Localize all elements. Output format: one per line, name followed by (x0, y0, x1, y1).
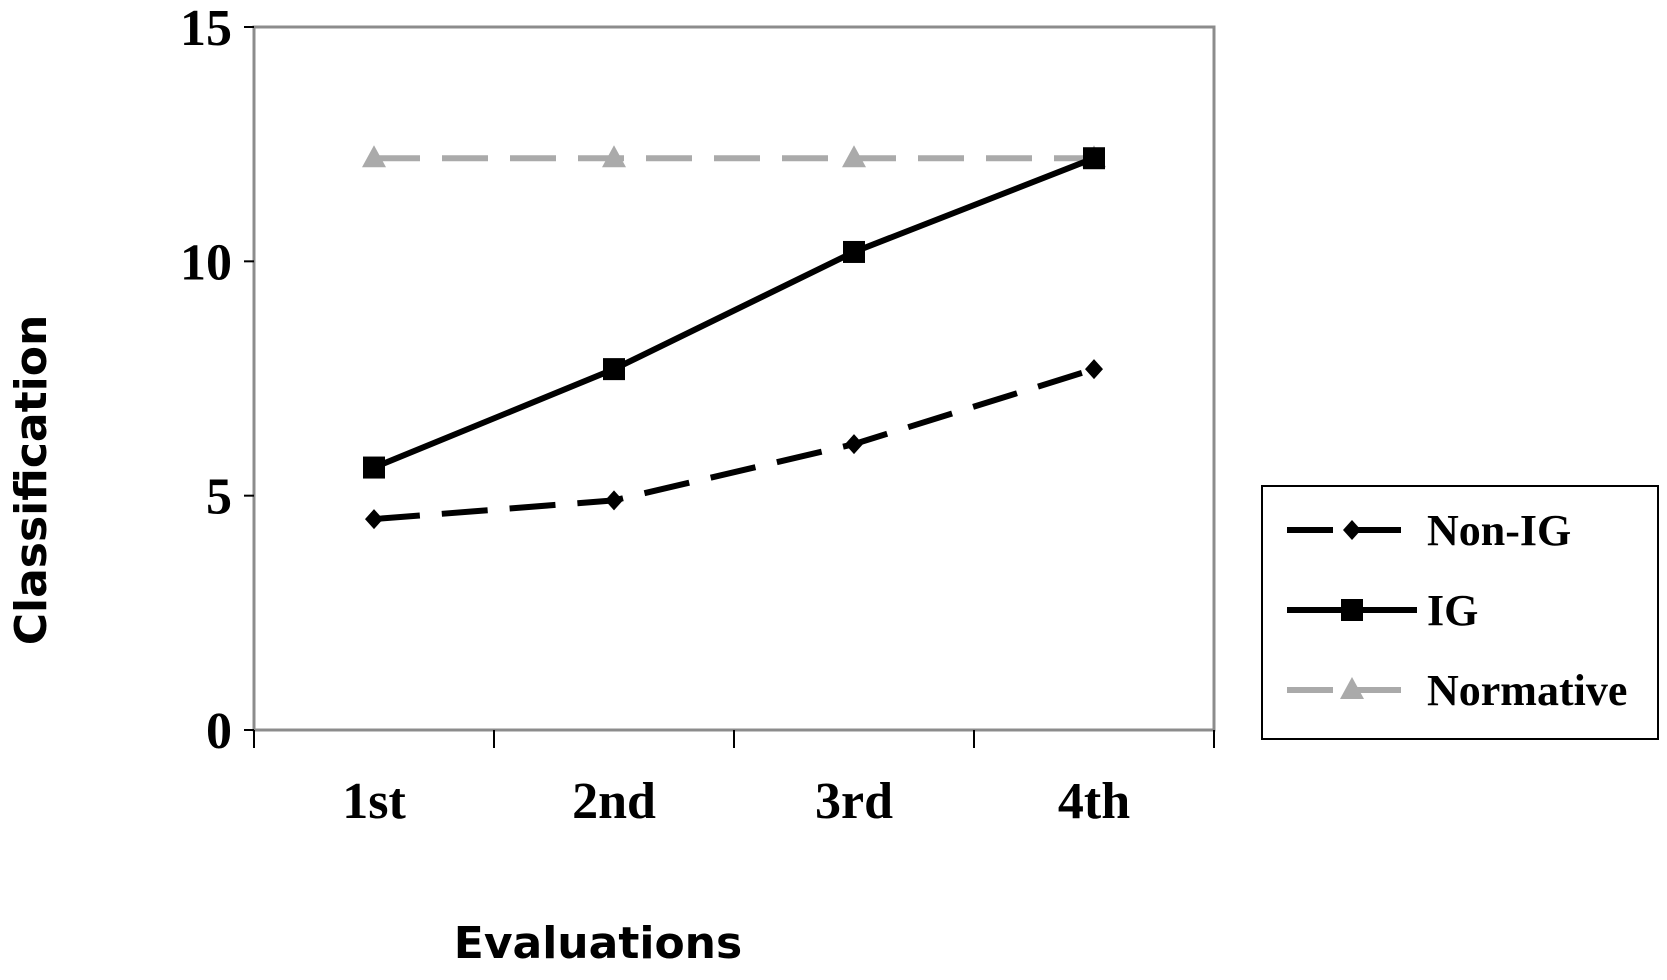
y-tick-label: 15 (180, 0, 232, 57)
y-axis-title: Classification (6, 315, 57, 646)
y-axis: 0 5 10 15 (180, 0, 254, 760)
data-point (842, 145, 866, 168)
legend-item: Non-IG (1287, 506, 1571, 555)
legend-swatch-marker (1340, 677, 1364, 699)
legend-label: Non-IG (1427, 506, 1571, 555)
x-tick-label: 1st (342, 773, 406, 830)
data-point (1083, 147, 1105, 170)
data-point (843, 240, 865, 263)
x-axis: 1st 2nd 3rd 4th (253, 730, 1215, 830)
legend-item: IG (1287, 586, 1478, 635)
data-point (603, 358, 625, 381)
legend-swatch-marker (1341, 599, 1363, 621)
data-point (1085, 359, 1103, 380)
y-tick-label: 5 (206, 469, 232, 526)
legend-label: IG (1427, 586, 1478, 635)
x-tick-label: 4th (1058, 773, 1130, 830)
series-line (373, 366, 1095, 523)
legend-item: Normative (1287, 666, 1627, 715)
data-point (845, 434, 863, 455)
y-tick-label: 10 (180, 234, 232, 291)
data-point (605, 490, 623, 511)
series-non-ig (365, 359, 1103, 530)
data-point (363, 456, 385, 479)
y-tick-label: 0 (206, 703, 232, 760)
x-axis-title: Evaluations (454, 918, 742, 969)
legend: Non-IG IG Normative (1261, 485, 1659, 740)
legend-label: Normative (1427, 666, 1627, 715)
series-layer (362, 145, 1106, 530)
data-point (602, 145, 626, 168)
x-tick-label: 2nd (572, 773, 656, 830)
data-point (362, 145, 386, 168)
series-line (372, 155, 1096, 471)
legend-swatch-marker (1343, 520, 1361, 540)
data-point (365, 509, 383, 530)
x-tick-label: 3rd (815, 773, 893, 830)
series-ig (363, 147, 1105, 479)
